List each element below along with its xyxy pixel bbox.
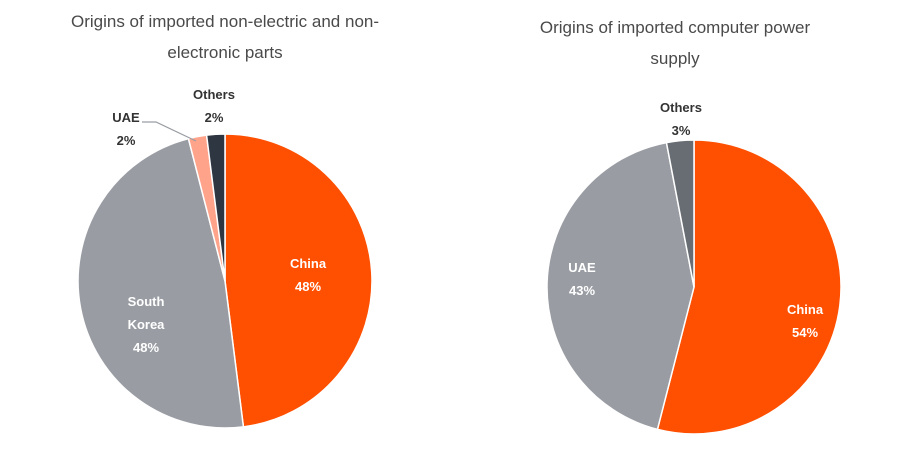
value-label-others: 3% [672, 123, 691, 138]
value-label-south-korea: 48% [133, 340, 159, 355]
pie-slice-others [205, 133, 226, 282]
value-label-china: 54% [792, 325, 818, 340]
category-label-south-korea: South [128, 294, 165, 309]
pie-slice-china [224, 133, 373, 428]
value-label-uae: 2% [117, 133, 136, 148]
pie-chart-non-electric-parts: Origins of imported non-electric and non… [0, 6, 450, 429]
leader-line-uae [142, 121, 197, 142]
value-label-others: 2% [205, 110, 224, 125]
pie-chart-power-supply: Origins of imported computer power suppl… [450, 0, 900, 452]
category-label-china: China [787, 302, 824, 317]
category-label-uae: UAE [112, 110, 140, 125]
category-label-south-korea: Korea [128, 317, 166, 332]
value-label-china: 48% [295, 279, 321, 294]
value-label-uae: 43% [569, 283, 595, 298]
chart-title: Origins of imported non-electric and non… [0, 6, 450, 68]
category-label-china: China [290, 256, 327, 271]
pie-slice-uae [546, 141, 695, 431]
pie-slice-china [656, 139, 842, 435]
pie-plot-area: China 48% South Korea 48% UAE 2% Others 2% [77, 87, 373, 429]
chart-title: Origins of imported computer power suppl… [450, 12, 900, 74]
pie-slice-south-korea [77, 137, 245, 429]
pie-plot-area: China 54% UAE 43% Others 3% [546, 100, 842, 435]
chart-title-line-1: Origins of imported computer power [539, 18, 811, 37]
pie-slice-others [665, 139, 695, 288]
category-label-uae: UAE [568, 260, 596, 275]
chart-title-line-2: supply [650, 49, 700, 68]
chart-title-line-1: Origins of imported non-electric and non… [70, 12, 380, 31]
category-label-others: Others [193, 87, 235, 102]
category-label-others: Others [660, 100, 702, 115]
chart-title-line-2: electronic parts [167, 43, 283, 62]
